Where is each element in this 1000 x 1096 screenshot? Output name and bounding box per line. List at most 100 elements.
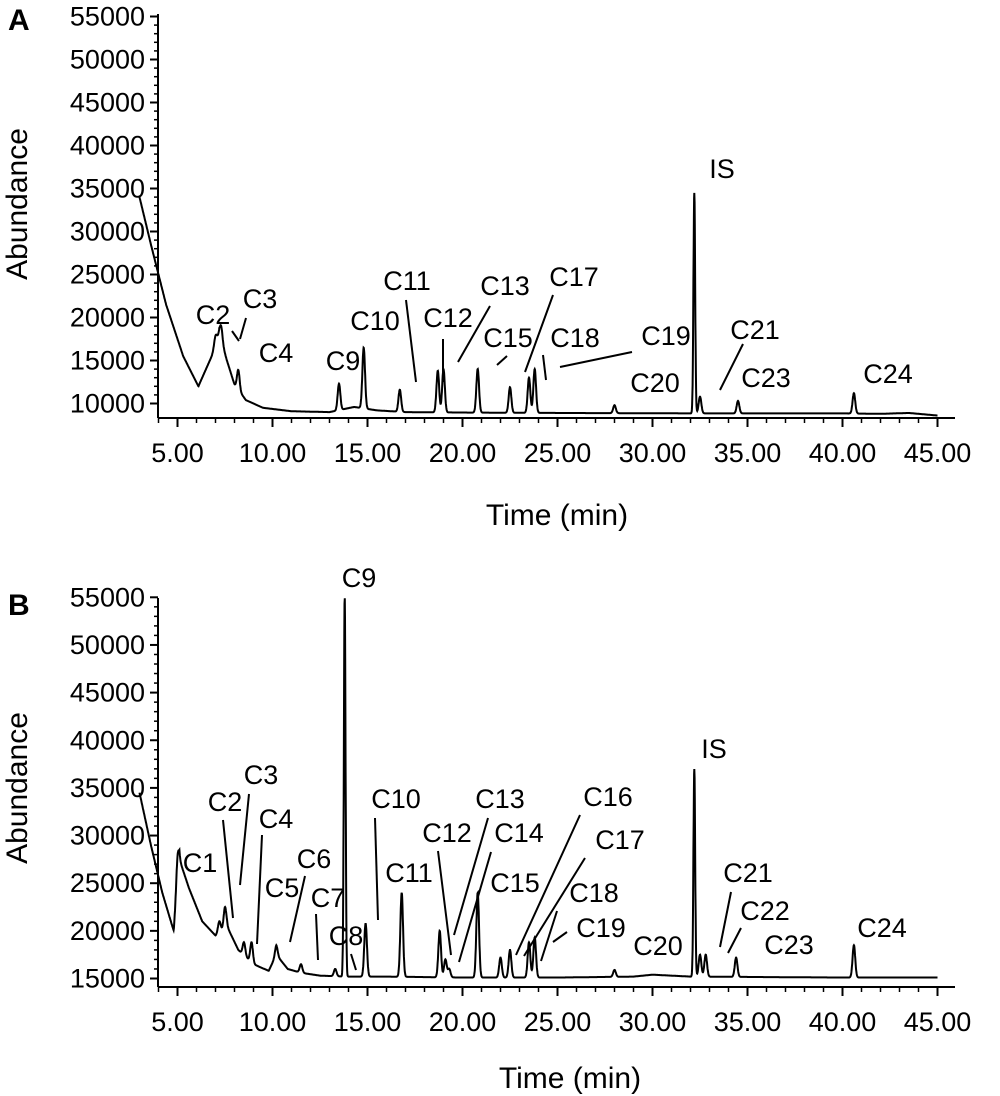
panel-b: B Abundance Time (min) 15000 20000 25000 30… [1, 563, 971, 1095]
peak-label-c23: C23 [764, 930, 814, 960]
y-tick-label: 15000 [70, 346, 145, 376]
peak-label-c18: C18 [550, 323, 600, 353]
y-tick-label: 25000 [70, 868, 145, 898]
peak-label-c9: C9 [326, 346, 361, 376]
peak-label-c19: C19 [576, 913, 626, 943]
peak-label-is: IS [709, 154, 735, 184]
peak-label-c7: C7 [311, 883, 346, 913]
peak-label-c17: C17 [549, 262, 599, 292]
x-tick-label: 10.00 [239, 438, 307, 468]
peak-leader-c8 [350, 953, 357, 971]
x-tick-label: 5.00 [151, 1007, 204, 1037]
peak-leader-c13 [453, 817, 489, 936]
peak-leader-c16 [515, 814, 581, 956]
peak-label-c22: C22 [740, 896, 790, 926]
peak-label-c13: C13 [480, 271, 530, 301]
y-tick-label: 10000 [70, 389, 145, 419]
peak-leader-c17 [524, 294, 554, 373]
x-tick-label: 20.00 [429, 438, 497, 468]
peak-leader-c21 [719, 891, 732, 948]
peak-leader-c6 [289, 875, 306, 943]
peak-label-c16: C16 [583, 782, 633, 812]
peak-label-c15: C15 [483, 323, 533, 353]
peak-leader-c2 [231, 330, 240, 342]
y-tick-label: 15000 [70, 964, 145, 994]
peak-label-c3: C3 [243, 284, 278, 314]
panel-b-ylabel: Abundance [1, 712, 34, 864]
panel-b-letter: B [8, 589, 30, 622]
peak-leader-c12 [437, 850, 452, 956]
peak-leader-c13 [457, 305, 491, 363]
peak-leader-c14 [458, 851, 492, 963]
x-tick-label: 25.00 [524, 438, 592, 468]
x-tick-label: 40.00 [809, 1007, 877, 1037]
x-tick-label: 30.00 [619, 1007, 687, 1037]
y-tick-label: 55000 [70, 582, 145, 612]
peak-label-c24: C24 [863, 359, 913, 389]
x-tick-label: 15.00 [334, 1007, 402, 1037]
x-tick-label: 5.00 [151, 438, 204, 468]
peak-label-c12: C12 [422, 818, 472, 848]
peak-leader-c15 [496, 355, 508, 366]
peak-leader-c18 [542, 354, 547, 381]
peak-label-c11: C11 [385, 858, 433, 888]
x-tick-label: 20.00 [429, 1007, 497, 1037]
peak-label-c15: C15 [490, 868, 540, 898]
x-tick-label: 30.00 [619, 438, 687, 468]
panel-a-ylabel: Abundance [1, 128, 34, 280]
peak-label-c10: C10 [371, 784, 421, 814]
peak-label-c4: C4 [259, 804, 294, 834]
peak-label-c1: C1 [183, 848, 218, 878]
x-tick-label: 35.00 [714, 438, 782, 468]
panel-b-trace [138, 598, 938, 979]
y-tick-label: 35000 [70, 174, 145, 204]
panel-a: A Abundance Time (min) 10000 15000 20000 25… [1, 2, 971, 533]
peak-leader-c7 [315, 913, 319, 961]
y-tick-label: 35000 [70, 773, 145, 803]
peak-label-c10: C10 [350, 306, 400, 336]
x-tick-label: 35.00 [714, 1007, 782, 1037]
peak-leader-c19 [552, 931, 568, 943]
y-tick-label: 40000 [70, 725, 145, 755]
peak-leader-c19 [559, 351, 633, 368]
peak-leader-c3 [239, 317, 247, 340]
y-tick-label: 30000 [70, 821, 145, 851]
y-tick-label: 50000 [70, 45, 145, 75]
x-tick-label: 45.00 [904, 438, 972, 468]
peak-label-c3: C3 [244, 760, 279, 790]
peak-leader-c3 [239, 793, 250, 886]
peak-label-c2: C2 [208, 787, 243, 817]
x-tick-label: 40.00 [809, 438, 877, 468]
peak-label-c20: C20 [630, 368, 680, 398]
peak-leader-c18 [540, 910, 558, 962]
peak-label-c21: C21 [723, 858, 773, 888]
panel-b-y-ticks: 15000 20000 25000 30000 35000 40000 45000 50000… [70, 582, 158, 994]
peak-leader-c10 [374, 817, 379, 921]
peak-leader-c17 [523, 857, 586, 957]
panel-a-trace [138, 192, 938, 417]
peak-label-c2: C2 [196, 300, 231, 330]
peak-label-c11: C11 [383, 266, 431, 296]
peak-label-c5: C5 [265, 873, 300, 903]
y-tick-label: 25000 [70, 260, 145, 290]
peak-label-c19: C19 [641, 321, 691, 351]
peak-label-c12: C12 [423, 303, 473, 333]
panel-a-y-ticks: 10000 15000 20000 25000 30000 35000 40000 45000… [70, 2, 158, 419]
y-tick-label: 45000 [70, 678, 145, 708]
peak-label-c4: C4 [259, 338, 294, 368]
panel-a-xlabel: Time (min) [486, 499, 628, 532]
peak-label-c17: C17 [595, 825, 645, 855]
peak-label-c21: C21 [730, 315, 780, 345]
peak-label-is: IS [701, 734, 727, 764]
peak-label-c23: C23 [741, 363, 791, 393]
peak-leader-c21 [719, 343, 744, 391]
y-tick-label: 55000 [70, 2, 145, 32]
x-tick-label: 45.00 [904, 1007, 972, 1037]
panel-a-letter: A [8, 4, 30, 37]
peak-leader-c22 [727, 927, 742, 954]
x-tick-label: 25.00 [524, 1007, 592, 1037]
panel-b-xlabel: Time (min) [499, 1062, 641, 1095]
peak-label-c20: C20 [633, 931, 683, 961]
panel-a-x-ticks: 5.00 10.00 15.00 20.00 25.00 30.00 35.00 40.00 4… [151, 418, 971, 468]
